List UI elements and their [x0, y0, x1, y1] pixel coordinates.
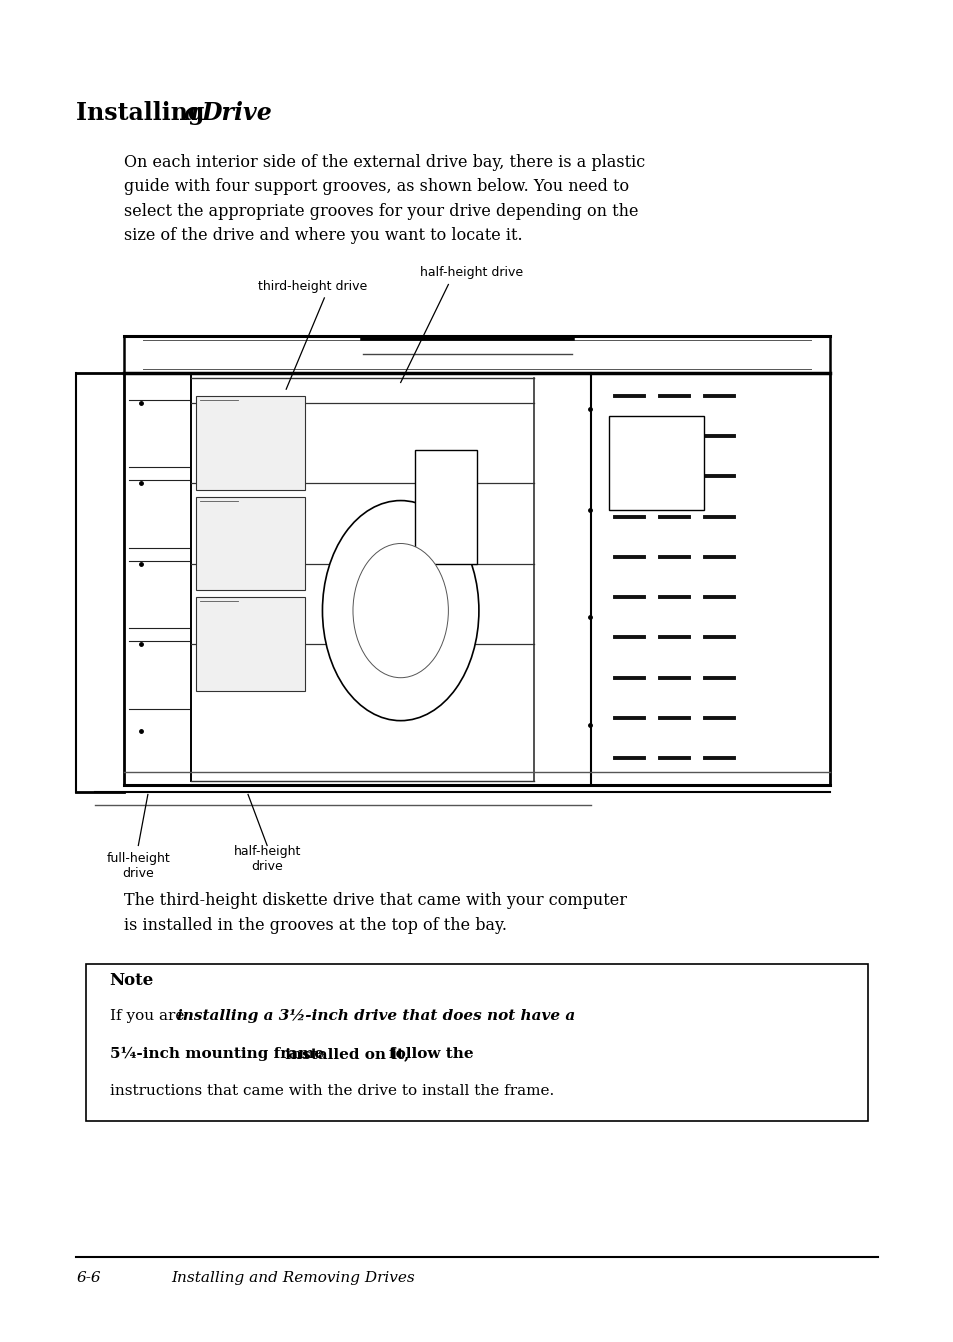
Text: installing a 3½-inch drive that does not have a: installing a 3½-inch drive that does not… — [177, 1009, 575, 1023]
FancyBboxPatch shape — [86, 964, 867, 1121]
Circle shape — [353, 544, 448, 678]
Text: The third-height diskette drive that came with your computer
is installed in the: The third-height diskette drive that cam… — [124, 892, 626, 934]
Text: half-height drive: half-height drive — [419, 266, 522, 279]
Text: follow the: follow the — [389, 1047, 474, 1060]
Text: a: a — [184, 101, 208, 125]
Text: Installing and Removing Drives: Installing and Removing Drives — [172, 1271, 416, 1284]
Text: Drive: Drive — [201, 101, 272, 125]
Text: Installing: Installing — [76, 101, 213, 125]
Text: instructions that came with the drive to install the frame.: instructions that came with the drive to… — [110, 1084, 554, 1098]
Text: half-height
drive: half-height drive — [233, 845, 300, 874]
Text: Note: Note — [110, 972, 153, 989]
Text: If you are: If you are — [110, 1009, 189, 1023]
Text: On each interior side of the external drive bay, there is a plastic
guide with f: On each interior side of the external dr… — [124, 154, 644, 244]
Bar — [195, 597, 305, 691]
Circle shape — [322, 501, 478, 721]
Text: installed on it,: installed on it, — [279, 1047, 414, 1060]
Bar — [195, 396, 305, 490]
Text: full-height
drive: full-height drive — [107, 852, 170, 880]
Bar — [415, 450, 476, 564]
Text: third-height drive: third-height drive — [257, 279, 367, 293]
Text: 5¼-inch mounting frame: 5¼-inch mounting frame — [110, 1047, 323, 1062]
Bar — [195, 497, 305, 590]
Text: 6-6: 6-6 — [76, 1271, 101, 1284]
Bar — [608, 416, 703, 510]
